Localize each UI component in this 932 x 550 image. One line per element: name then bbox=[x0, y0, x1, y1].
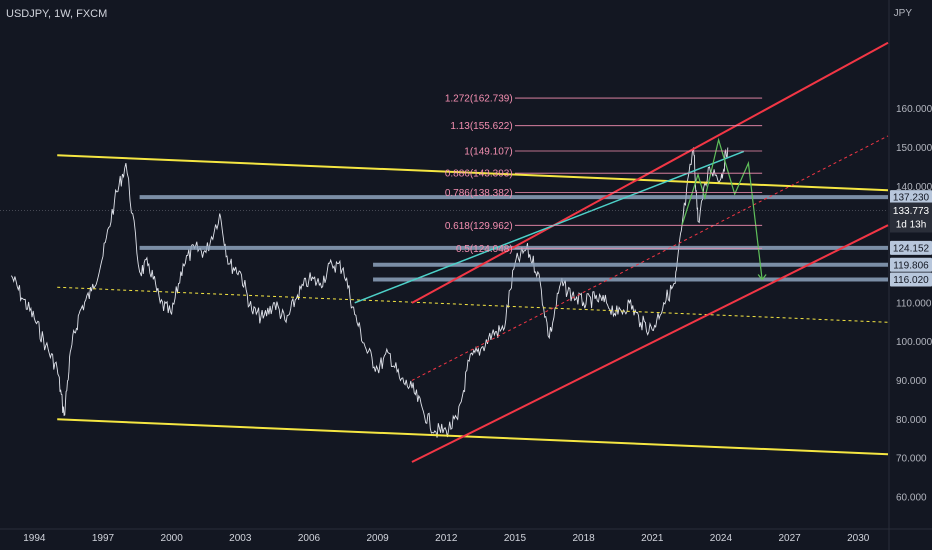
y-tick-label: 110.000 bbox=[896, 298, 932, 309]
bar-countdown-label: 1d 13h bbox=[896, 220, 927, 231]
x-tick-label: 2021 bbox=[641, 533, 664, 544]
price-series-layer bbox=[11, 147, 729, 438]
y-tick-label: 60.000 bbox=[896, 492, 927, 503]
level-badge-label-0: 137.230 bbox=[893, 193, 930, 204]
x-tick-label: 2009 bbox=[367, 533, 390, 544]
x-tick-label: 2012 bbox=[435, 533, 458, 544]
level-badge-label-2: 119.806 bbox=[893, 260, 929, 271]
x-tick-label: 2015 bbox=[504, 533, 527, 544]
level-badge-3 bbox=[890, 272, 932, 287]
currency-label: JPY bbox=[893, 8, 912, 19]
fib-label-1: 1.13(155.622) bbox=[450, 121, 512, 132]
badges-layer: 137.230 124.152 119.806 116.020 133.773 1d 13… bbox=[890, 190, 932, 287]
x-tick-label: 2006 bbox=[298, 533, 321, 544]
red-channel-lower bbox=[411, 224, 889, 463]
fib-label-6: 0.5(124.048) bbox=[456, 244, 513, 255]
fib-label-4: 0.786(138.382) bbox=[445, 188, 513, 199]
fib-label-2: 1(149.107) bbox=[464, 146, 512, 157]
yellow-channel-lower bbox=[57, 418, 889, 456]
yellow-channel-mid bbox=[57, 286, 889, 323]
level-badge-1 bbox=[890, 240, 932, 255]
drawings-layer: 1.272(162.739) 1.13(155.622) 1(149.107) 0.8… bbox=[0, 41, 889, 463]
y-tick-label: 160.000 bbox=[896, 104, 932, 115]
y-tick-label: 100.000 bbox=[896, 337, 932, 348]
fib-label-3: 0.886(143.393) bbox=[445, 169, 513, 180]
x-tick-label: 2024 bbox=[710, 533, 733, 544]
yellow-channel-upper bbox=[57, 154, 889, 192]
current-price-label: 133.773 bbox=[893, 206, 930, 217]
projection-arrowhead bbox=[757, 274, 767, 281]
y-tick-label: 140.000 bbox=[896, 182, 932, 193]
x-tick-label: 2000 bbox=[161, 533, 184, 544]
red-channel-upper bbox=[411, 41, 889, 304]
y-tick-label: 90.000 bbox=[896, 376, 927, 387]
y-tick-label: 70.000 bbox=[896, 454, 927, 465]
y-tick-label: 80.000 bbox=[896, 415, 927, 426]
level-badge-label-1: 124.152 bbox=[893, 243, 930, 254]
teal-trendline bbox=[354, 150, 745, 304]
x-tick-label: 2018 bbox=[572, 533, 595, 544]
current-price-badge bbox=[890, 202, 932, 233]
red-channel-mid bbox=[411, 135, 889, 381]
symbol-title[interactable]: USDJPY, 1W, FXCM bbox=[6, 8, 108, 20]
x-tick-label: 2027 bbox=[778, 533, 801, 544]
fib-label-0: 1.272(162.739) bbox=[445, 94, 513, 105]
fib-label-5: 0.618(129.962) bbox=[445, 221, 513, 232]
level-badge-label-3: 116.020 bbox=[893, 275, 929, 286]
x-tick-label: 2003 bbox=[229, 533, 252, 544]
projection-path bbox=[681, 137, 763, 280]
x-tick-label: 2030 bbox=[847, 533, 870, 544]
y-tick-label: 150.000 bbox=[896, 143, 932, 154]
level-badge-0 bbox=[890, 190, 932, 205]
x-tick-label: 1997 bbox=[92, 533, 115, 544]
x-tick-label: 1994 bbox=[23, 533, 46, 544]
level-badge-2 bbox=[890, 257, 932, 272]
price-series-line bbox=[11, 147, 729, 438]
